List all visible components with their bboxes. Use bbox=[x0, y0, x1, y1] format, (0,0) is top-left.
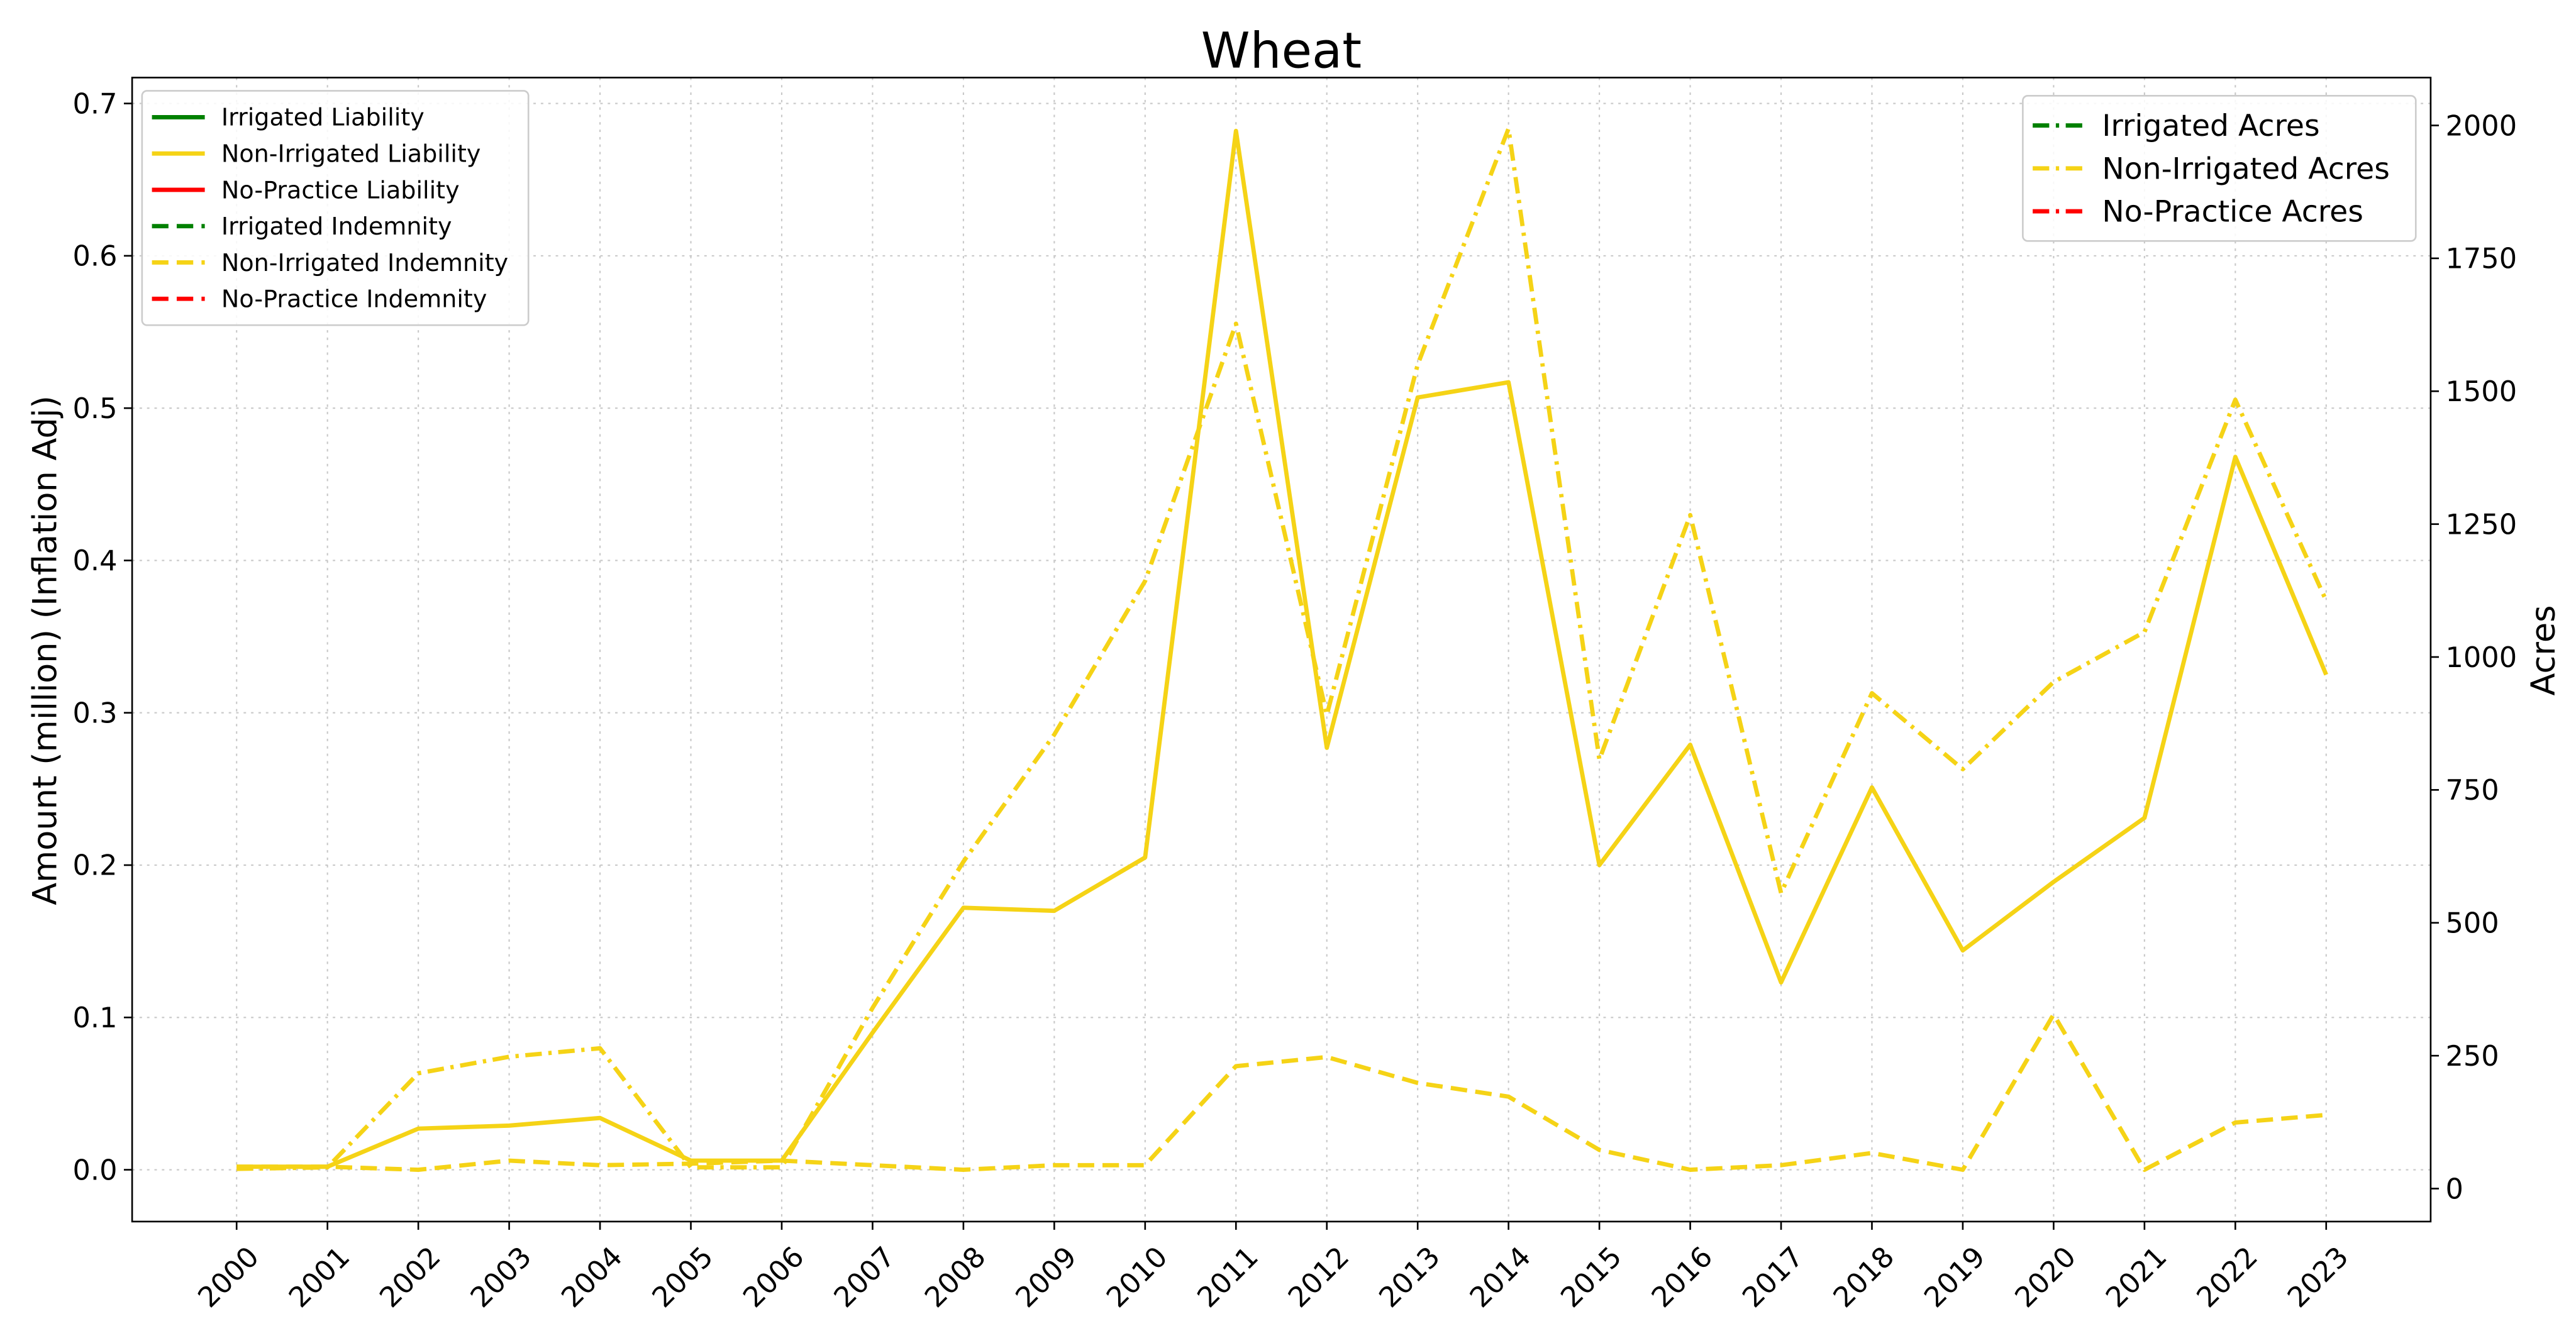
x-tick-label: 2007 bbox=[828, 1240, 901, 1314]
x-tick-label: 2023 bbox=[2281, 1240, 2355, 1314]
x-tick-label: 2001 bbox=[282, 1240, 356, 1314]
y2-tick-label: 1500 bbox=[2446, 375, 2518, 408]
x-tick-label: 2005 bbox=[646, 1240, 719, 1314]
y2-tick-label: 1250 bbox=[2446, 508, 2518, 541]
y-axis-label: Amount (million) (Inflation Adj) bbox=[26, 395, 64, 905]
legend-label: Irrigated Indemnity bbox=[221, 213, 452, 240]
y2-tick-label: 2000 bbox=[2446, 109, 2518, 142]
x-tick-label: 2019 bbox=[1918, 1240, 1991, 1314]
y-tick-label: 0.2 bbox=[72, 849, 117, 882]
y-tick-label: 0.1 bbox=[72, 1002, 117, 1034]
x-tick-label: 2018 bbox=[1827, 1240, 1901, 1314]
y-tick-label: 0.7 bbox=[72, 87, 117, 120]
plot-frame bbox=[131, 77, 2432, 1223]
y2-tick-label: 0 bbox=[2446, 1173, 2463, 1205]
y2-tick-label: 1750 bbox=[2446, 243, 2518, 275]
x-tick-label: 2008 bbox=[918, 1240, 992, 1314]
legend-label: No-Practice Indemnity bbox=[221, 285, 487, 313]
y2-axis-label: Acres bbox=[2524, 605, 2563, 695]
series-line bbox=[236, 126, 2328, 1171]
x-tick-label: 2020 bbox=[2009, 1240, 2082, 1314]
legend-label: Irrigated Liability bbox=[221, 104, 425, 131]
chart-title: Wheat bbox=[1201, 22, 1362, 80]
y2-tick-label: 500 bbox=[2446, 907, 2499, 940]
x-tick-label: 2003 bbox=[464, 1240, 538, 1314]
x-tick-label: 2013 bbox=[1373, 1240, 1446, 1314]
x-tick-label: 2017 bbox=[1736, 1240, 1810, 1314]
legend-label: No-Practice Liability bbox=[221, 176, 460, 204]
x-tick-label: 2022 bbox=[2190, 1240, 2264, 1314]
legend-label: Irrigated Acres bbox=[2102, 109, 2319, 143]
x-tick-label: 2010 bbox=[1100, 1240, 1174, 1314]
y2-tick-label: 250 bbox=[2446, 1040, 2499, 1073]
y-tick-label: 0.6 bbox=[72, 240, 117, 273]
legend-label: Non-Irrigated Indemnity bbox=[221, 249, 508, 277]
x-tick-label: 2012 bbox=[1282, 1240, 1355, 1314]
x-tick-label: 2015 bbox=[1555, 1240, 1628, 1314]
x-tick-label: 2011 bbox=[1191, 1240, 1265, 1314]
series-line bbox=[236, 128, 2328, 1169]
legend-box bbox=[2022, 94, 2417, 242]
y2-tick-label: 1000 bbox=[2446, 641, 2518, 674]
legend-label: Non-Irrigated Acres bbox=[2102, 152, 2389, 186]
legend-box bbox=[141, 90, 530, 326]
y2-tick-label: 750 bbox=[2446, 774, 2499, 807]
x-tick-label: 2014 bbox=[1463, 1240, 1537, 1314]
x-tick-label: 2006 bbox=[737, 1240, 811, 1314]
x-tick-label: 2009 bbox=[1009, 1240, 1083, 1314]
y-tick-label: 0.4 bbox=[72, 544, 117, 577]
legend-label: Non-Irrigated Liability bbox=[221, 140, 481, 168]
y-tick-label: 0.5 bbox=[72, 392, 117, 425]
y-tick-label: 0.3 bbox=[72, 697, 117, 729]
x-tick-label: 2002 bbox=[374, 1240, 447, 1314]
x-tick-label: 2004 bbox=[555, 1240, 629, 1314]
y-tick-label: 0.0 bbox=[72, 1154, 117, 1186]
x-tick-label: 2000 bbox=[192, 1240, 265, 1314]
series-line bbox=[236, 1012, 2327, 1172]
x-tick-label: 2021 bbox=[2099, 1240, 2173, 1314]
x-tick-label: 2016 bbox=[1645, 1240, 1719, 1314]
legend-label: No-Practice Acres bbox=[2102, 195, 2363, 229]
